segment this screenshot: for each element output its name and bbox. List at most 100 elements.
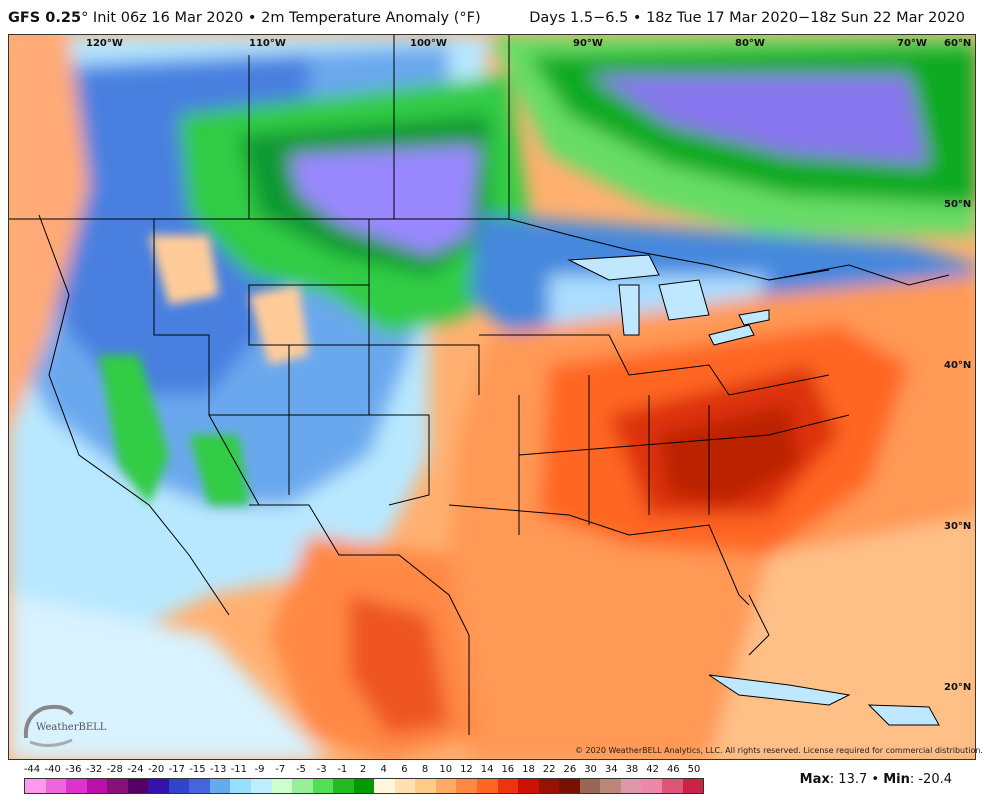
legend-tick-label: -15 [189,764,206,775]
legend-swatch [230,779,252,793]
lat-label-50n: 50°N [944,199,972,210]
lon-label-100w: 100°W [410,38,447,49]
anomaly-map[interactable] [8,34,976,760]
great-lakes [567,254,770,346]
legend-tick-label: -44 [23,764,41,775]
logo-text: WeatherBELL [36,722,107,733]
legend-swatch [45,779,67,793]
lat-label-40n: 40°N [944,360,972,371]
caribbean [708,674,940,726]
color-legend: -44 -40 -36 -32 -28 -24 -20 -17 -15 -13 -11 -9 -7 -5-… [24,762,704,802]
legend-swatch [518,779,539,793]
anomaly-field [9,35,975,759]
legend-swatch [189,779,210,793]
map-title: GFS 0.25° Init 06z 16 Mar 2020 • 2m Temp… [8,10,481,26]
legend-swatch [415,779,436,793]
legend-tick-label: 22 [542,764,556,775]
legend-tick-label: -11 [230,764,248,775]
legend-tick-label: 12 [460,764,473,775]
legend-tick-label: 34 [604,764,618,775]
legend-tick-label: 50 [687,764,701,775]
legend-swatch [374,779,395,793]
legend-tick-label: 4 [380,764,387,775]
lon-label-70w: 70°W [897,38,927,49]
legend-tick-label: -17 [168,764,185,775]
legend-swatch [394,779,416,793]
legend-ticks: -44 -40 -36 -32 -28 -24 -20 -17 -15 -13 -11 -9 -7 -5-… [24,762,704,776]
legend-tick-label: -32 [85,764,103,775]
legend-swatch [86,779,108,793]
legend-tick-label: -20 [147,764,165,775]
copyright-text: © 2020 WeatherBELL Analytics, LLC. All r… [575,746,983,755]
legend-tick-label: 46 [666,764,680,775]
legend-tick-label: 6 [401,764,408,775]
legend-tick-label: -9 [254,764,265,775]
legend-swatch [25,779,46,793]
legend-tick-label: 26 [563,764,577,775]
header: GFS 0.25° Init 06z 16 Mar 2020 • 2m Temp… [0,0,984,34]
min-value: : -20.4 [909,772,952,787]
separator: • [867,772,884,787]
legend-swatch [620,779,642,793]
legend-tick-label: -3 [316,764,327,775]
legend-swatch [353,779,375,793]
legend-tick-label: -5 [295,764,306,775]
legend-swatch [66,779,87,793]
legend-tick-label: 2 [359,764,367,775]
map-canvas [9,35,975,759]
init-text: ° Init 06z 16 Mar 2020 • 2m Temperature … [81,10,481,26]
legend-swatch [579,779,601,793]
legend-swatch [107,779,128,793]
legend-tick-label: -7 [275,764,286,775]
terrain-detail [99,235,309,505]
legend-tick-label: -36 [65,764,82,775]
legend-swatch [333,779,354,793]
legend-tick-label: -40 [44,764,61,775]
legend-tick-label: 38 [625,764,639,775]
legend-swatch [148,779,169,793]
weatherbell-logo: WeatherBELL [20,700,116,752]
lon-label-120w: 120°W [86,38,123,49]
max-min-readout: Max: 13.7 • Min: -20.4 [800,772,952,787]
max-label: Max [799,772,830,787]
legend-tick-label: 42 [646,764,659,775]
legend-swatch [435,779,457,793]
legend-swatch [641,779,662,793]
legend-tick-label: 16 [501,764,515,775]
legend-swatch [312,779,334,793]
legend-swatch [559,779,580,793]
lat-label-60n: 60°N [944,38,972,49]
valid-period: Days 1.5−6.5 • 18z Tue 17 Mar 2020−18z S… [529,10,965,26]
legend-swatch [682,779,704,793]
lon-label-80w: 80°W [735,38,765,49]
min-label: Min [883,772,910,787]
borders [9,35,950,735]
lon-label-90w: 90°W [573,38,603,49]
legend-swatch [600,779,621,793]
legend-tick-label: 30 [584,764,597,775]
legend-swatch [271,779,293,793]
legend-swatch [251,779,272,793]
legend-swatch [209,779,231,793]
lon-label-110w: 110°W [249,38,286,49]
legend-swatch [538,779,560,793]
legend-tick-label: 8 [421,764,429,775]
legend-swatch [661,779,683,793]
legend-tick-label: -1 [337,764,348,775]
legend-colorbar [24,778,704,794]
legend-swatch [168,779,190,793]
legend-tick-label: -13 [210,764,227,775]
lat-label-30n: 30°N [944,521,972,532]
max-value: : 13.7 [829,772,868,787]
legend-tick-label: 14 [480,764,494,775]
legend-tick-label: -28 [106,764,123,775]
legend-tick-label: 18 [522,764,535,775]
legend-tick-label: 10 [439,764,453,775]
legend-swatch [497,779,519,793]
legend-swatch [477,779,498,793]
legend-swatch [292,779,313,793]
legend-swatch [456,779,478,793]
legend-swatch [127,779,149,793]
lat-label-20n: 20°N [944,682,972,693]
model-name: GFS 0.25 [8,10,82,26]
